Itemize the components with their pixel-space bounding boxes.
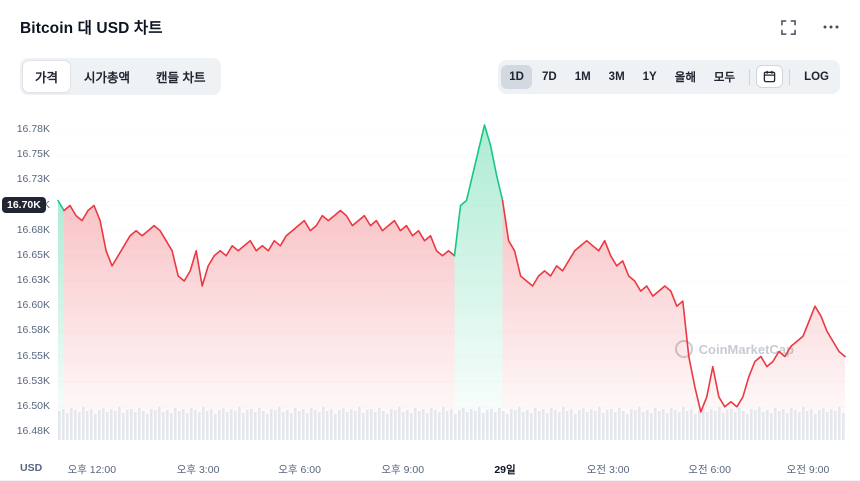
x-axis-tick: 29일 xyxy=(494,464,516,476)
tab-candle-chart[interactable]: 캔들 차트 xyxy=(144,61,217,92)
range-ytd-button[interactable]: 올해 xyxy=(667,63,704,91)
x-axis-tick: 오전 3:00 xyxy=(586,464,630,476)
chart-toolbar: 가격 시가총액 캔들 차트 1D 7D 1M 3M 1Y 올해 모두 LOG xyxy=(0,58,860,95)
x-axis-tick: 오후 3:00 xyxy=(176,464,220,476)
chart-canvas[interactable] xyxy=(0,112,860,480)
y-axis-tick: 16.75K xyxy=(16,148,50,161)
x-axis-tick: 오전 9:00 xyxy=(786,464,830,476)
y-axis-tick: 16.65K xyxy=(16,248,50,261)
range-1d-button[interactable]: 1D xyxy=(501,64,532,89)
tab-price[interactable]: 가격 xyxy=(23,61,71,92)
price-line-red xyxy=(501,199,846,413)
range-1y-button[interactable]: 1Y xyxy=(635,65,665,89)
chart-header: Bitcoin 대 USD 차트 xyxy=(0,0,860,38)
calendar-icon xyxy=(763,70,776,83)
more-options-icon[interactable] xyxy=(822,20,840,34)
price-chart[interactable]: 16.78K 16.75K 16.73K 16.70K 16.68K 16.65K 16.6… xyxy=(0,112,860,481)
tab-market-cap[interactable]: 시가총액 xyxy=(72,61,142,92)
x-axis-tick: 오후 12:00 xyxy=(67,464,117,476)
divider xyxy=(749,68,751,85)
x-axis-tick: 오후 6:00 xyxy=(278,464,321,476)
price-line xyxy=(57,124,846,413)
y-axis-tick: 16.63K xyxy=(16,274,50,286)
y-axis-tick: 16.60K xyxy=(16,299,50,312)
header-icons xyxy=(781,19,840,35)
price-line-red xyxy=(63,204,456,287)
y-axis-tick: 16.58K xyxy=(16,324,50,337)
y-axis-tick: 16.53K xyxy=(16,374,50,387)
divider xyxy=(789,68,791,85)
range-7d-button[interactable]: 7D xyxy=(534,65,565,89)
x-axis-tick: 오전 6:00 xyxy=(688,464,731,476)
price-line-green xyxy=(57,199,65,212)
area-fills xyxy=(58,125,845,440)
y-axis-tick: 16.78K xyxy=(16,123,50,135)
green-area-fill xyxy=(58,200,64,440)
open-price-badge: 16.70K xyxy=(2,196,46,213)
currency-label: USD xyxy=(20,462,43,474)
page-title: Bitcoin 대 USD 차트 xyxy=(20,20,163,37)
date-range-picker-button[interactable] xyxy=(756,65,784,88)
chart-type-tabs: 가격 시가총액 캔들 차트 xyxy=(20,58,221,95)
log-scale-button[interactable]: LOG xyxy=(796,65,837,89)
y-axis-tick: 16.73K xyxy=(16,173,50,186)
red-area-fill xyxy=(502,200,845,440)
y-axis-tick: 16.55K xyxy=(16,349,50,362)
green-area-fill xyxy=(454,125,503,440)
y-axis-tick: 16.48K xyxy=(16,425,50,437)
y-axis-tick: 16.68K xyxy=(16,223,50,236)
time-range-controls: 1D 7D 1M 3M 1Y 올해 모두 LOG xyxy=(498,59,840,94)
range-1m-button[interactable]: 1M xyxy=(567,65,599,89)
x-axis: 오후 12:00 오후 3:00 오후 6:00 오후 9:00 29일 오전 3:00 오… xyxy=(0,462,860,476)
watermark-text: CoinMarketCap xyxy=(698,341,794,357)
red-area-fill xyxy=(64,205,455,440)
fullscreen-icon[interactable] xyxy=(781,19,796,35)
y-axis-tick: 16.50K xyxy=(16,399,50,412)
x-axis-tick: 오후 9:00 xyxy=(381,464,425,476)
price-line-green xyxy=(453,124,504,257)
range-3m-button[interactable]: 3M xyxy=(601,65,633,89)
volume-bars xyxy=(58,407,845,440)
range-all-button[interactable]: 모두 xyxy=(706,63,743,91)
